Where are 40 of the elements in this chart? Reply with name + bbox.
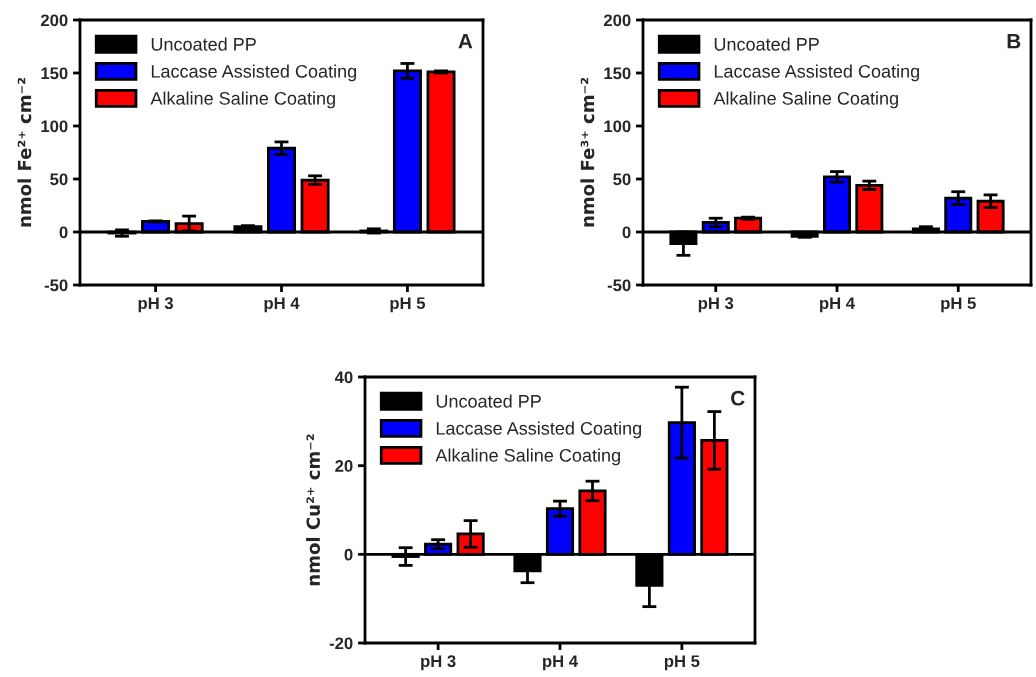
y-tick-label: -20 xyxy=(329,637,353,650)
y-tick-label: 150 xyxy=(41,67,68,80)
legend-label: Alkaline Saline Coating xyxy=(435,448,620,466)
legend-label: Uncoated PP xyxy=(151,37,256,51)
y-tick-label: 100 xyxy=(41,120,68,133)
x-tick-label: pH 5 xyxy=(390,297,426,313)
y-tick-label: 150 xyxy=(604,67,631,80)
y-tick-label: 200 xyxy=(603,14,631,27)
y-tick-label: 20 xyxy=(335,460,353,472)
legend-label: Uncoated PP xyxy=(436,394,541,408)
legend-label: Uncoated PP xyxy=(714,37,819,51)
y-tick-label: 200 xyxy=(40,14,68,27)
y-tick-label: -50 xyxy=(607,279,631,292)
legend-label: Laccase Assisted Coating xyxy=(714,64,920,82)
legend-label: Alkaline Saline Coating xyxy=(713,91,898,109)
x-tick-label: pH 3 xyxy=(421,655,456,671)
legend-label: Laccase Assisted Coating xyxy=(436,421,642,439)
y-tick-label: 50 xyxy=(50,173,68,186)
y-tick-label: 100 xyxy=(604,120,631,133)
y-axis-title: nmol Fe³⁺ cm⁻² xyxy=(580,77,595,227)
legend-label: Alkaline Saline Coating xyxy=(150,91,335,109)
x-tick-label: pH 4 xyxy=(543,655,578,671)
x-tick-label: pH 4 xyxy=(264,297,300,313)
x-tick-label: pH 5 xyxy=(941,297,976,313)
annotation: A xyxy=(458,34,473,49)
legend-label: Laccase Assisted Coating xyxy=(151,64,357,82)
x-tick-label: pH 3 xyxy=(138,297,174,313)
x-tick-label: pH 4 xyxy=(820,297,855,313)
annotation: C xyxy=(731,390,745,406)
x-tick-label: pH 3 xyxy=(698,297,734,313)
y-tick-label: 0 xyxy=(59,226,68,239)
y-axis-title: nmol Cu²⁺ cm⁻² xyxy=(306,434,321,586)
x-tick-label: pH 5 xyxy=(664,655,700,671)
annotation: B xyxy=(1007,34,1021,49)
y-tick-label: 0 xyxy=(344,548,353,561)
y-axis-title: nmol Fe²⁺ cm⁻² xyxy=(17,77,32,227)
y-tick-label: 0 xyxy=(622,226,631,239)
y-tick-label: 40 xyxy=(334,371,353,384)
y-tick-label: 50 xyxy=(613,173,631,186)
y-tick-label: -50 xyxy=(44,279,68,292)
